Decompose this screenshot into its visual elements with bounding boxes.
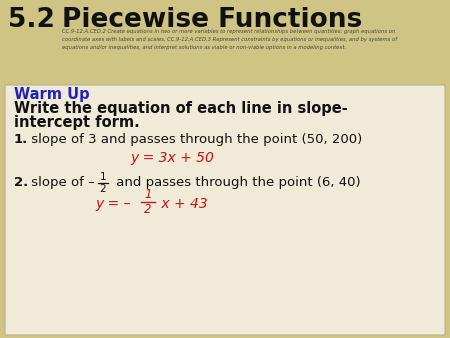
Text: 2.: 2. [14, 176, 28, 189]
Text: intercept form.: intercept form. [14, 115, 140, 130]
Text: y = 3x + 50: y = 3x + 50 [130, 151, 214, 165]
Text: 5.2: 5.2 [8, 7, 55, 33]
Text: equations and/or inequalities, and interpret solutions as viable or non-viable o: equations and/or inequalities, and inter… [62, 45, 346, 50]
Text: and passes through the point (6, 40): and passes through the point (6, 40) [112, 176, 360, 189]
Text: 1.: 1. [14, 133, 28, 146]
Text: CC.9-12.A.CED.2 Create equations in two or more variables to represent relations: CC.9-12.A.CED.2 Create equations in two … [62, 29, 396, 34]
Text: Write the equation of each line in slope-: Write the equation of each line in slope… [14, 101, 348, 116]
Text: 1: 1 [144, 188, 152, 201]
Text: slope of –: slope of – [27, 176, 95, 189]
Text: Warm Up: Warm Up [14, 87, 90, 102]
Text: coordinate axes with labels and scales. CC.9-12.A.CED.3 Represent constraints by: coordinate axes with labels and scales. … [62, 37, 397, 42]
Text: 1: 1 [100, 172, 106, 182]
Text: 2: 2 [100, 184, 106, 194]
Text: Piecewise Functions: Piecewise Functions [62, 7, 362, 33]
Text: slope of 3 and passes through the point (50, 200): slope of 3 and passes through the point … [27, 133, 362, 146]
Text: x + 43: x + 43 [157, 197, 208, 211]
FancyBboxPatch shape [5, 85, 445, 335]
Text: 2: 2 [144, 203, 152, 216]
Text: y = –: y = – [95, 197, 135, 211]
